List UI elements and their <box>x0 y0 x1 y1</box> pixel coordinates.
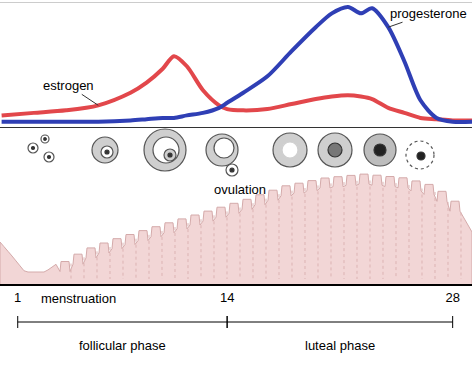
svg-text:ovulation: ovulation <box>214 182 266 197</box>
svg-text:progesterone: progesterone <box>390 6 467 21</box>
svg-text:1: 1 <box>14 290 21 305</box>
svg-text:menstruation: menstruation <box>41 291 116 306</box>
svg-text:estrogen: estrogen <box>43 78 94 93</box>
svg-text:28: 28 <box>445 290 459 305</box>
svg-text:14: 14 <box>220 290 234 305</box>
svg-text:follicular phase: follicular phase <box>79 338 166 353</box>
svg-text:luteal phase: luteal phase <box>305 338 375 353</box>
